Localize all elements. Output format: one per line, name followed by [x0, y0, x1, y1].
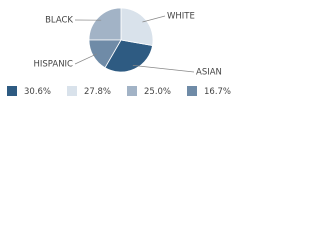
legend-label: 16.7% — [204, 87, 231, 97]
slice-label: BLACK — [45, 16, 73, 26]
slice-label: HISPANIC — [34, 60, 74, 70]
legend-swatch — [127, 86, 137, 96]
legend-label: 27.8% — [84, 87, 111, 97]
chart: ASIAN 30.6% WHITE 27.8% BLACK 25.0% HISPANIC 16… — [7, 7, 231, 97]
leader-line — [132, 65, 195, 73]
pie-slice — [88, 7, 122, 41]
leader-line — [142, 15, 166, 23]
legend-label: 30.6% — [24, 87, 51, 97]
legend-swatch — [187, 86, 197, 96]
legend-swatch — [67, 86, 77, 96]
pie-slice — [104, 39, 153, 73]
slice-label: ASIAN — [196, 68, 222, 78]
slice-label: WHITE — [167, 12, 195, 22]
leader-line — [74, 53, 97, 65]
legend-swatch — [7, 86, 17, 96]
pie-slice — [120, 7, 154, 46]
pie-slice — [88, 39, 122, 69]
legend-label: 25.0% — [144, 87, 171, 97]
